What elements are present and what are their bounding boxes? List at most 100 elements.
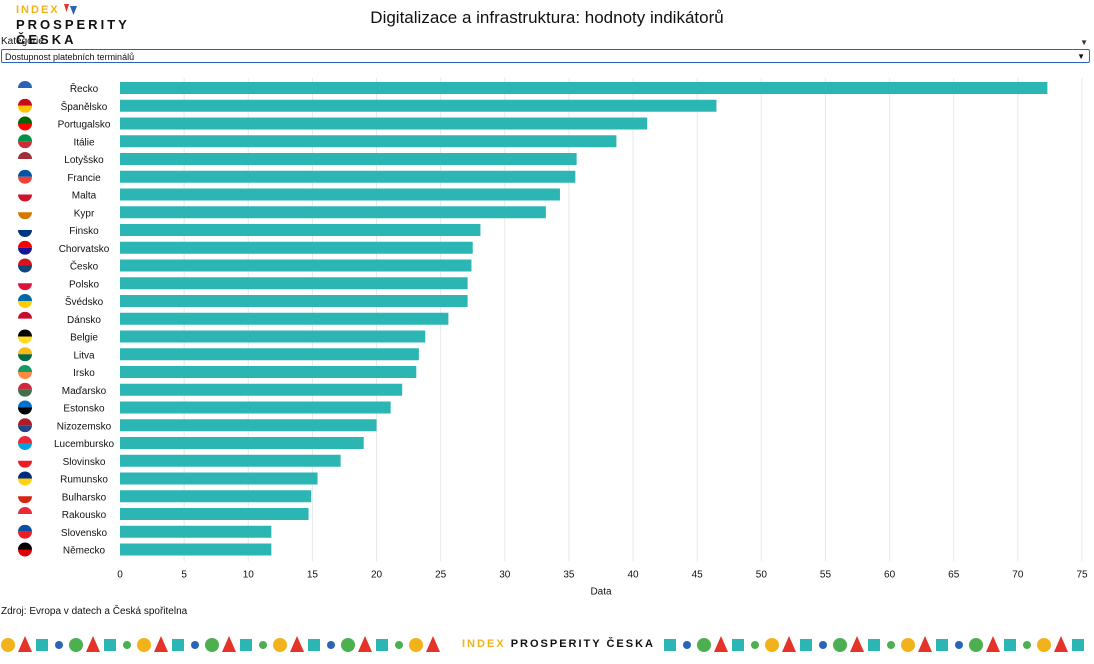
malta-flag-icon xyxy=(18,187,32,202)
footer-decoration-shape xyxy=(86,636,100,652)
footer-decoration-shape xyxy=(833,638,847,652)
bulgaria-flag-icon xyxy=(18,489,32,504)
category-label: Irsko xyxy=(73,368,95,379)
netherlands-flag-icon xyxy=(18,418,32,433)
x-tick-label: 70 xyxy=(1012,569,1024,580)
footer-decoration-shape xyxy=(341,638,355,652)
bar xyxy=(120,117,648,130)
portugal-flag-icon xyxy=(18,116,32,131)
x-tick-label: 60 xyxy=(884,569,896,580)
bar xyxy=(120,99,717,112)
category-label: Řecko xyxy=(70,82,99,95)
category-label: Německo xyxy=(63,546,106,557)
romania-flag-icon xyxy=(18,471,32,486)
footer-decoration-shape xyxy=(901,638,915,652)
footer-logo: INDEX PROSPERITY ČESKA xyxy=(462,638,655,650)
index-prosperity-logo: INDEX PROSPERITY ČESKA xyxy=(16,4,176,47)
footer-decoration-shape xyxy=(1004,639,1016,651)
category-label: Finsko xyxy=(69,226,99,237)
footer-decoration-shape xyxy=(154,636,168,652)
category-label: Lotyšsko xyxy=(64,155,104,166)
ireland-flag-icon xyxy=(18,365,32,379)
footer-decoration-shape xyxy=(240,639,252,651)
x-tick-label: 35 xyxy=(563,569,575,580)
category-label: Chorvatsko xyxy=(59,244,110,255)
hungary-flag-icon xyxy=(18,382,32,397)
category-label: Česko xyxy=(70,260,99,273)
bar xyxy=(120,295,468,307)
footer-decoration-shape xyxy=(732,639,744,651)
collapse-arrow-icon[interactable]: ▼ xyxy=(1080,38,1088,47)
bar xyxy=(120,366,417,378)
bar xyxy=(120,348,419,361)
bar xyxy=(120,277,468,290)
category-label: Dánsko xyxy=(67,315,101,326)
bar xyxy=(120,224,481,236)
category-label: Itálie xyxy=(73,137,95,148)
cyprus-flag-icon xyxy=(18,205,32,220)
bar xyxy=(120,419,377,432)
source-note: Zdroj: Evropa v datech a Česká spořiteln… xyxy=(1,606,188,617)
x-tick-label: 75 xyxy=(1076,569,1088,580)
footer-decoration-shape xyxy=(1037,638,1051,652)
category-select[interactable]: Dostupnost platebních terminálů ▼ xyxy=(1,49,1090,63)
x-tick-label: 65 xyxy=(948,569,960,580)
x-tick-label: 20 xyxy=(371,569,383,580)
x-tick-label: 55 xyxy=(820,569,832,580)
footer-decoration-shape xyxy=(936,639,948,651)
footer-decoration-shape xyxy=(172,639,184,651)
x-tick-label: 45 xyxy=(692,569,704,580)
footer-decoration-shape xyxy=(1023,641,1031,649)
bar xyxy=(120,188,560,201)
footer-decoration-shape xyxy=(205,638,219,652)
footer-decoration-shape xyxy=(955,641,963,649)
x-tick-label: 10 xyxy=(243,569,255,580)
bar xyxy=(120,543,272,556)
logo-triangles-icon xyxy=(64,4,77,15)
bar xyxy=(120,259,472,272)
bar xyxy=(120,490,312,503)
bar xyxy=(120,241,473,254)
footer-decoration-shape xyxy=(36,639,48,651)
footer-decoration-shape xyxy=(104,639,116,651)
footer-logo-index: INDEX xyxy=(462,638,506,650)
category-label: Litva xyxy=(73,350,95,361)
category-label: Slovinsko xyxy=(63,457,106,468)
germany-flag-icon xyxy=(18,542,32,557)
bar xyxy=(120,135,617,148)
footer-decoration-shape xyxy=(222,636,236,652)
footer-decoration-shape xyxy=(850,636,864,652)
lithuania-flag-icon xyxy=(18,347,32,362)
bar xyxy=(120,170,576,183)
footer-decoration-shape xyxy=(1,638,15,652)
page-title: Digitalizace a infrastruktura: hodnoty i… xyxy=(370,8,724,27)
footer-decoration-shape xyxy=(409,638,423,652)
footer-decoration-shape xyxy=(358,636,372,652)
footer-decoration-shape xyxy=(969,638,983,652)
category-label: Kategorie xyxy=(1,36,44,47)
bar xyxy=(120,525,272,538)
footer-decoration-shape xyxy=(191,641,199,649)
estonia-flag-icon xyxy=(18,400,32,415)
bar xyxy=(120,508,309,520)
chevron-down-icon: ▼ xyxy=(1077,52,1085,61)
czechia-flag-icon xyxy=(18,258,32,273)
slovenia-flag-icon xyxy=(18,453,32,468)
france-flag-icon xyxy=(18,169,32,184)
category-label: Rumunsko xyxy=(60,475,108,486)
footer-decoration-shape xyxy=(868,639,880,651)
x-tick-label: 0 xyxy=(117,569,123,580)
bar xyxy=(120,206,546,219)
austria-flag-icon xyxy=(18,507,32,521)
footer-decoration-shape xyxy=(137,638,151,652)
category-label: Estonsko xyxy=(63,404,105,415)
category-label: Belgie xyxy=(70,333,98,344)
bar xyxy=(120,437,364,449)
bar xyxy=(120,330,426,343)
footer-decoration-shape xyxy=(327,641,335,649)
footer-decoration-shape xyxy=(426,636,440,652)
footer-decoration-shape xyxy=(395,641,403,649)
footer-decoration-shape xyxy=(1072,639,1084,651)
poland-flag-icon xyxy=(18,276,32,291)
category-selected-value: Dostupnost platebních terminálů xyxy=(5,52,135,62)
